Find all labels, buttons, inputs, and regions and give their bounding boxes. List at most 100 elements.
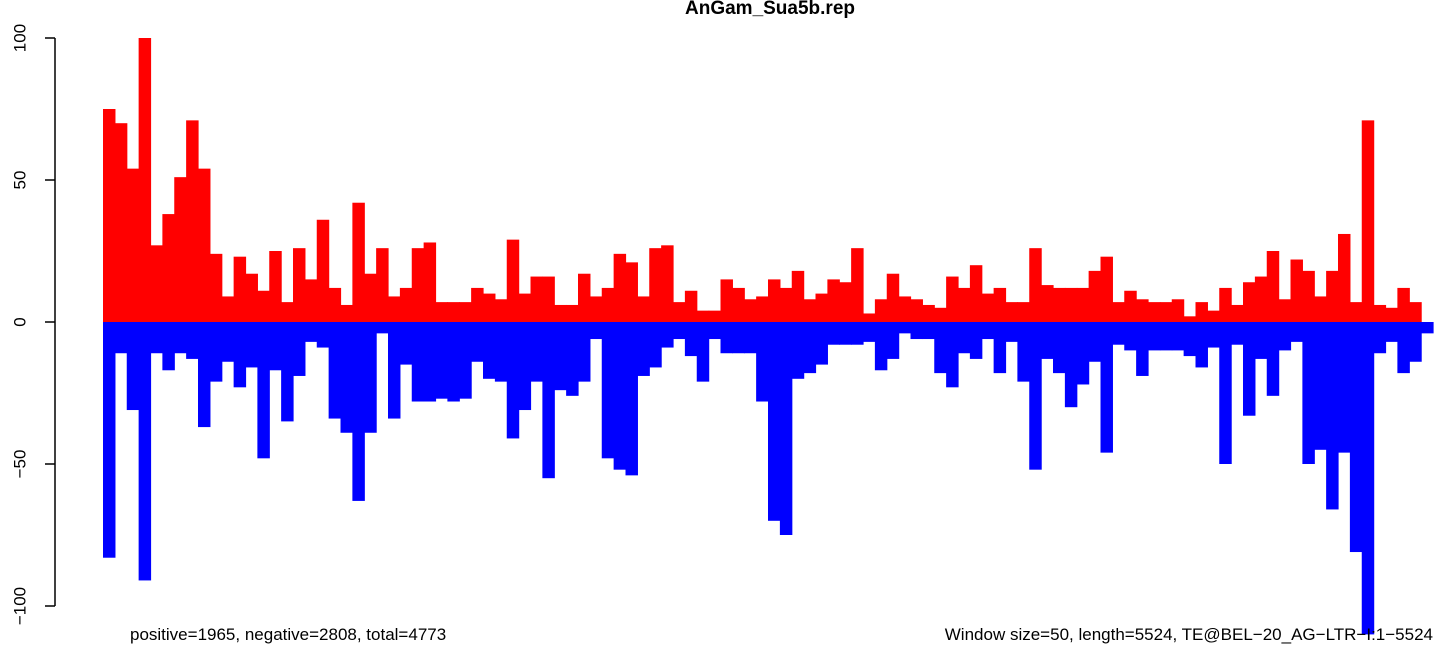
positive-bar <box>388 296 401 322</box>
positive-bar <box>578 273 591 322</box>
negative-bar <box>186 322 199 359</box>
negative-bar <box>447 322 460 402</box>
positive-bar <box>779 287 793 322</box>
positive-bars <box>103 38 1422 322</box>
negative-bar <box>340 322 353 433</box>
positive-bar <box>839 282 852 322</box>
negative-bar <box>1409 322 1422 362</box>
negative-bar <box>566 322 579 396</box>
negative-bar <box>554 322 567 391</box>
negative-bar <box>257 322 270 459</box>
positive-bar <box>732 287 745 322</box>
positive-bar <box>530 276 543 322</box>
negative-bar <box>969 322 983 359</box>
negative-bar <box>1041 322 1054 359</box>
negative-bar <box>1231 322 1244 345</box>
positive-bar <box>637 296 650 322</box>
positive-bar <box>304 279 318 322</box>
positive-bar <box>1349 302 1363 322</box>
negative-bar <box>376 322 389 334</box>
positive-bar <box>1017 302 1030 322</box>
negative-bar <box>768 322 781 521</box>
y-axis: −100 −50 0 50 100 <box>11 24 56 625</box>
positive-bar <box>601 287 615 322</box>
negative-bar <box>126 322 140 411</box>
negative-bar <box>613 322 627 470</box>
positive-bar <box>1112 302 1125 322</box>
positive-bar <box>863 313 876 322</box>
positive-bar <box>1183 316 1197 322</box>
positive-bar <box>1278 299 1292 322</box>
negative-bar <box>898 322 912 334</box>
negative-bar <box>1195 322 1208 368</box>
negative-bar <box>304 322 318 342</box>
positive-bar <box>221 296 235 322</box>
footer-right-info: Window size=50, length=5524, TE@BEL−20_A… <box>945 625 1433 644</box>
negative-bar <box>281 322 294 422</box>
negative-bar <box>1064 322 1078 408</box>
positive-bar <box>376 248 389 322</box>
positive-bar <box>803 299 817 322</box>
positive-bar <box>922 304 935 322</box>
negative-bar <box>1171 322 1185 351</box>
negative-bar <box>1136 322 1149 376</box>
positive-bar <box>1064 287 1078 322</box>
negative-bar <box>732 322 745 354</box>
y-tick-label: −100 <box>11 587 30 625</box>
negative-bar <box>1338 322 1351 453</box>
positive-bar <box>518 293 532 322</box>
positive-bar <box>1076 287 1090 322</box>
negative-bar <box>791 322 805 379</box>
negative-bar <box>269 322 282 371</box>
negative-bar <box>1076 322 1090 385</box>
positive-bar <box>589 296 603 322</box>
negative-bar <box>162 322 175 371</box>
negative-bar <box>435 322 448 399</box>
positive-bar <box>874 299 888 322</box>
negative-bar <box>245 322 258 368</box>
negative-bar <box>221 322 235 362</box>
positive-bar <box>981 293 995 322</box>
negative-bar <box>1183 322 1197 357</box>
negative-bar <box>233 322 247 388</box>
positive-bar <box>1088 270 1102 322</box>
negative-bar <box>1373 322 1387 354</box>
positive-bar <box>756 296 769 322</box>
positive-bar <box>661 245 674 322</box>
chart-title: AnGam_Sua5b.rep <box>685 0 855 19</box>
negative-bar <box>388 322 401 419</box>
positive-bar <box>150 245 163 322</box>
positive-bar <box>435 302 448 322</box>
negative-bar <box>1314 322 1327 450</box>
negative-bar <box>803 322 817 374</box>
negative-bar <box>815 322 828 365</box>
y-tick-label: 100 <box>11 24 30 52</box>
positive-bar <box>1124 290 1137 322</box>
negative-bar <box>601 322 615 459</box>
negative-bar <box>934 322 947 374</box>
negative-bar <box>103 322 116 558</box>
positive-bar <box>209 253 223 322</box>
negative-bar <box>863 322 876 342</box>
positive-bar <box>198 168 211 322</box>
negative-bar <box>625 322 638 476</box>
negative-bar <box>981 322 995 340</box>
positive-bar <box>1385 307 1398 322</box>
negative-bar <box>411 322 425 402</box>
negative-bar <box>1088 322 1102 362</box>
positive-bar <box>174 177 187 322</box>
positive-bar <box>934 307 947 322</box>
positive-bar <box>1314 296 1327 322</box>
negative-bar <box>1017 322 1030 382</box>
negative-bar <box>1266 322 1280 396</box>
negative-bar <box>1290 322 1303 342</box>
negative-bar <box>471 322 484 362</box>
positive-bar <box>126 168 140 322</box>
positive-bar <box>1159 302 1173 322</box>
negative-bar <box>1243 322 1256 416</box>
positive-bar <box>1254 276 1268 322</box>
negative-bar <box>542 322 555 479</box>
positive-bar <box>768 279 781 322</box>
negative-bar <box>114 322 128 354</box>
positive-bar <box>1243 282 1256 322</box>
